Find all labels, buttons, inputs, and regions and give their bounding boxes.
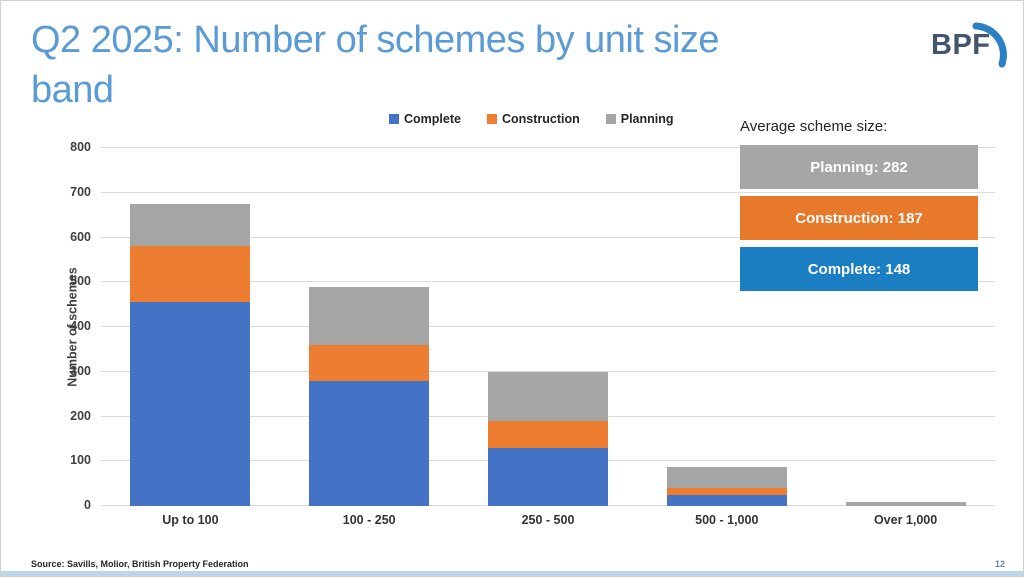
bar-group-100 - 250 bbox=[309, 286, 430, 506]
y-tick-label: 800 bbox=[70, 140, 91, 154]
gridline bbox=[101, 191, 995, 193]
x-axis-label: Over 1,000 bbox=[873, 513, 938, 527]
bpf-logo-arc-icon bbox=[972, 22, 1007, 68]
y-tick-label: 400 bbox=[70, 319, 91, 333]
x-axis-label: Up to 100 bbox=[162, 513, 219, 527]
bar-group-500 - 1,000 bbox=[666, 467, 787, 506]
bar-segment-complete bbox=[130, 302, 251, 506]
bar-chart: Number of schemes 0 100 200 300 400 500 600 700… bbox=[66, 140, 995, 527]
legend-item: Complete bbox=[389, 112, 461, 126]
source-text: Source: Savills, Molior, British Propert… bbox=[31, 559, 249, 569]
bottom-accent-strip bbox=[1, 571, 1023, 576]
y-tick-label: 300 bbox=[70, 363, 91, 378]
average-box-complete: Complete: 148 bbox=[740, 247, 978, 291]
bpf-logo: BPF bbox=[931, 11, 1009, 71]
bar-group-250 - 500 bbox=[488, 371, 608, 506]
average-box-complete-label: Complete: 148 bbox=[807, 260, 911, 278]
legend-swatch-construction bbox=[486, 114, 497, 124]
bar-segment-construction bbox=[130, 246, 251, 303]
page-number: 12 bbox=[994, 559, 1005, 569]
average-scheme-size-panel: Average scheme size: Planning: 282 Const… bbox=[740, 118, 978, 298]
bar-segment-construction bbox=[666, 488, 787, 495]
y-tick-label: 500 bbox=[70, 274, 91, 289]
y-tick-label: 100 bbox=[70, 453, 91, 468]
average-panel-label: Average scheme size: bbox=[740, 118, 888, 135]
y-tick-label: 700 bbox=[70, 184, 91, 199]
bar-group-Over 1,000 bbox=[845, 502, 966, 506]
legend-label: Construction bbox=[501, 112, 580, 126]
bar-segment-planning bbox=[845, 502, 966, 506]
bar-segment-planning bbox=[666, 467, 787, 489]
average-box-planning: Planning: 282 bbox=[740, 145, 978, 189]
gridline bbox=[101, 281, 995, 283]
bar-segment-complete bbox=[488, 447, 608, 506]
legend-item: Planning bbox=[605, 112, 674, 126]
bar-segment-planning bbox=[488, 371, 608, 421]
gridline bbox=[101, 326, 995, 327]
legend-swatch-complete bbox=[389, 114, 399, 124]
average-box-planning-label: Planning: 282 bbox=[810, 158, 908, 176]
y-tick-label: 0 bbox=[84, 498, 91, 512]
bar-group-Up to 100 bbox=[130, 203, 251, 506]
y-tick-label: 600 bbox=[70, 229, 91, 244]
bar-segment-construction bbox=[309, 344, 430, 381]
x-axis-label: 100 - 250 bbox=[342, 513, 396, 527]
bar-segment-planning bbox=[309, 286, 430, 345]
y-tick-label: 200 bbox=[70, 408, 91, 423]
bar-segment-planning bbox=[130, 203, 251, 247]
legend-swatch-planning bbox=[605, 114, 616, 124]
average-box-construction-label: Construction: 187 bbox=[795, 209, 923, 227]
bar-segment-complete bbox=[666, 494, 787, 506]
legend-item: Construction bbox=[486, 112, 580, 126]
x-axis-label: 250 - 500 bbox=[521, 513, 575, 527]
bpf-logo-text: BPF bbox=[931, 29, 991, 61]
bar-segment-construction bbox=[488, 420, 608, 448]
chart-legend: Complete Construction Planning bbox=[389, 112, 674, 126]
x-axis-label: 500 - 1,000 bbox=[695, 513, 759, 527]
legend-label: Planning bbox=[620, 112, 674, 126]
gridline bbox=[101, 370, 995, 372]
average-box-construction: Construction: 187 bbox=[740, 196, 978, 240]
bar-segment-complete bbox=[309, 380, 430, 506]
gridline bbox=[101, 236, 995, 238]
gridline bbox=[101, 147, 995, 148]
page-title: Q2 2025: Number of schemes by unit size … bbox=[31, 19, 720, 112]
legend-label: Complete bbox=[404, 112, 461, 126]
